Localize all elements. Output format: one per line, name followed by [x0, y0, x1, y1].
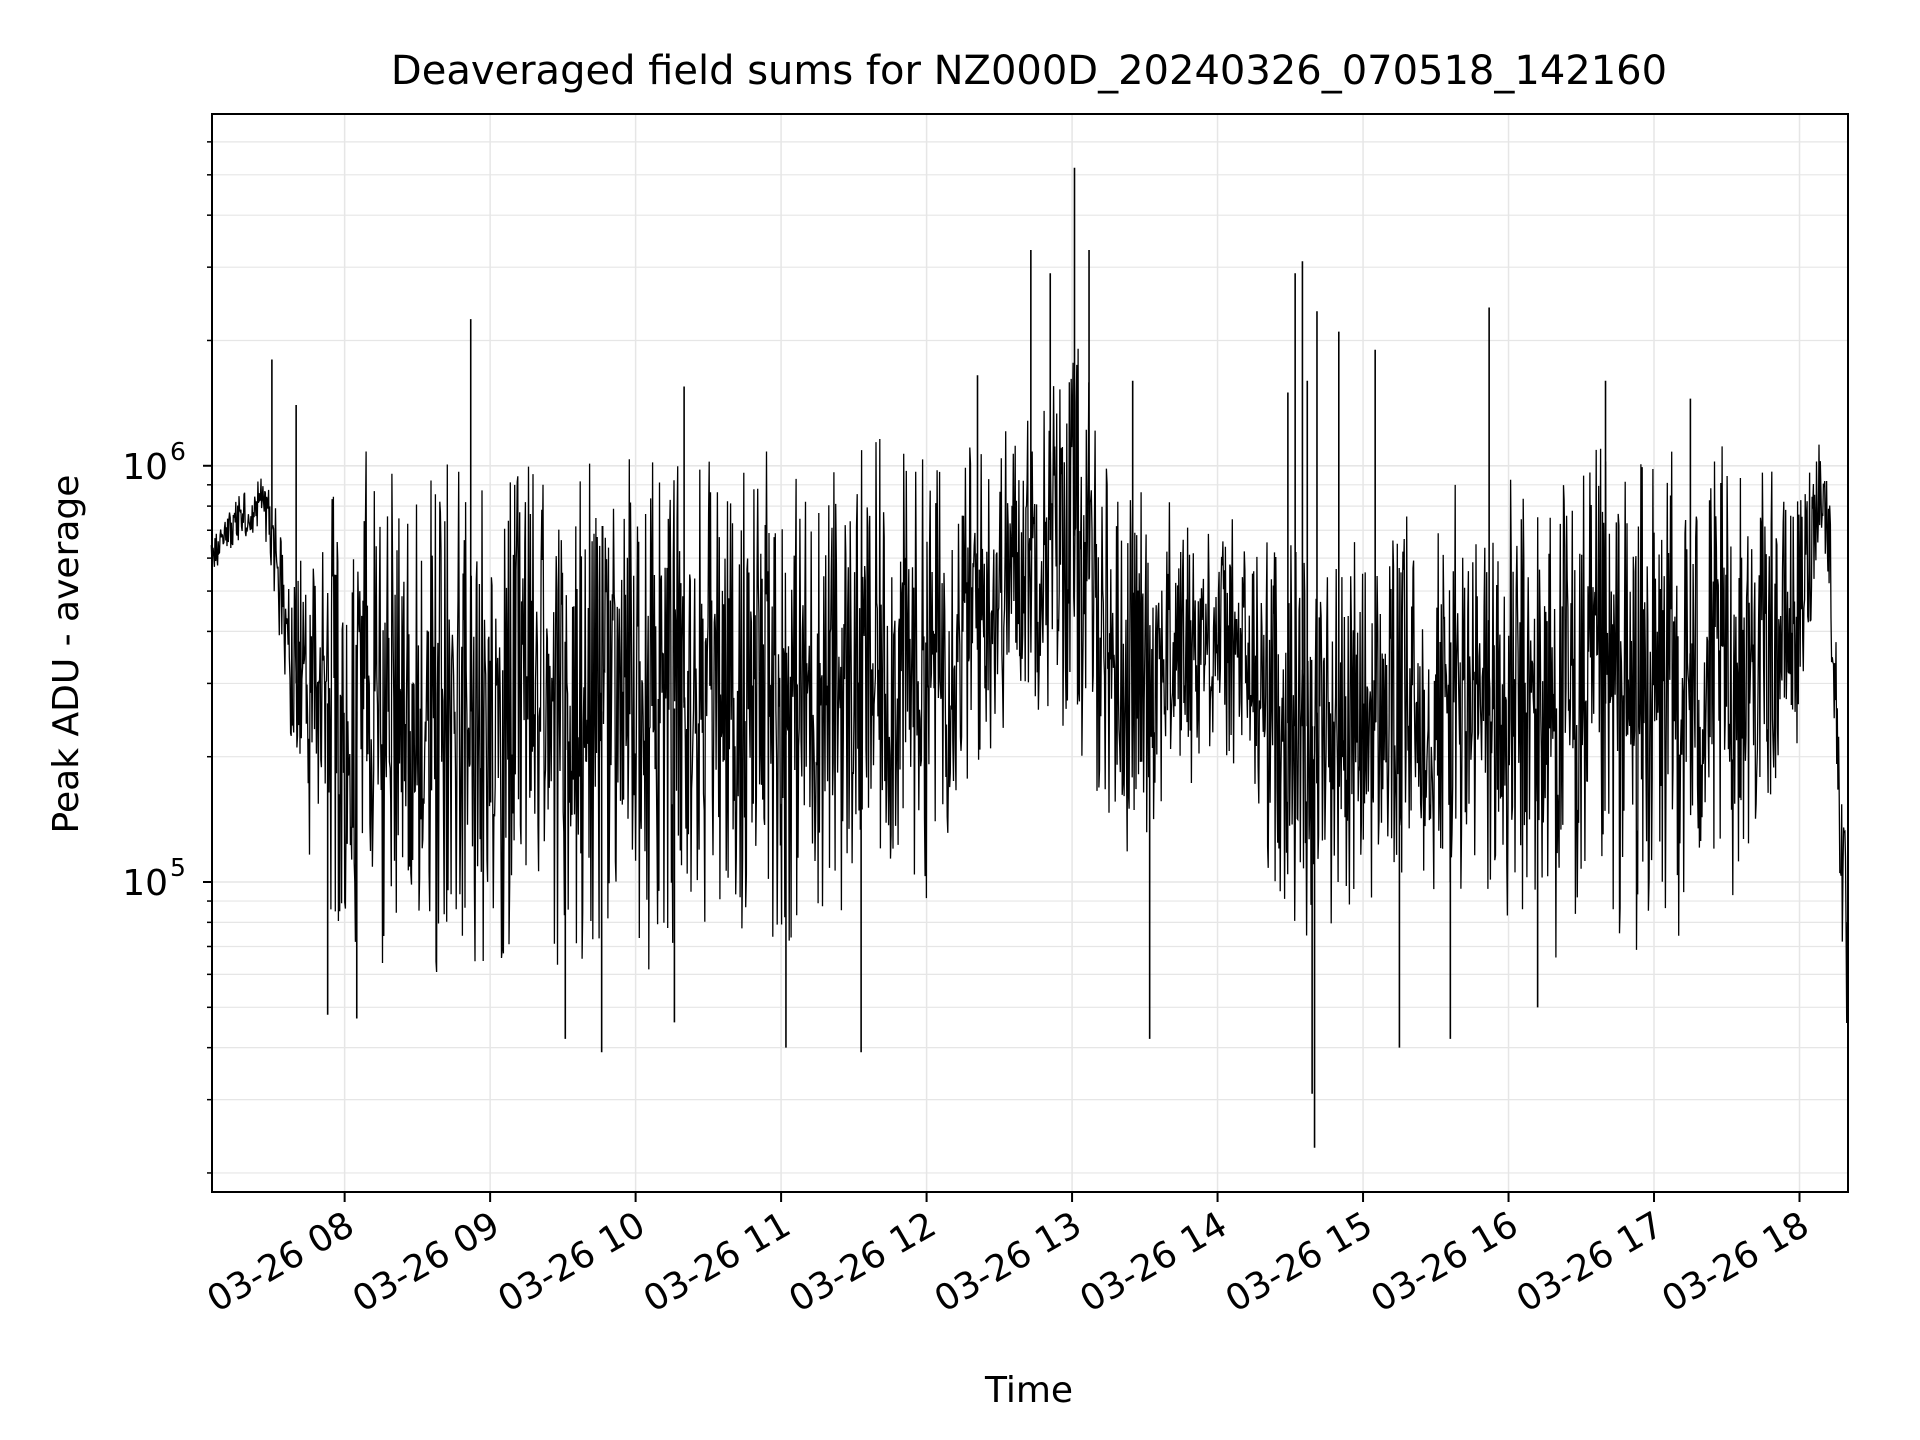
y-tick-label: 10	[122, 863, 168, 904]
y-axis-label: Peak ADU - average	[46, 475, 87, 834]
chart-title: Deaveraged field sums for NZ000D_2024032…	[391, 48, 1667, 94]
y-tick-exponent: 5	[170, 853, 186, 882]
y-tick-label: 10	[122, 447, 168, 488]
plot-frame	[211, 113, 1849, 1193]
x-axis-label: Time	[984, 1370, 1073, 1411]
series-peak-adu	[210, 167, 1849, 1148]
series-line	[210, 348, 1849, 1024]
y-tick-exponent: 6	[170, 437, 186, 466]
